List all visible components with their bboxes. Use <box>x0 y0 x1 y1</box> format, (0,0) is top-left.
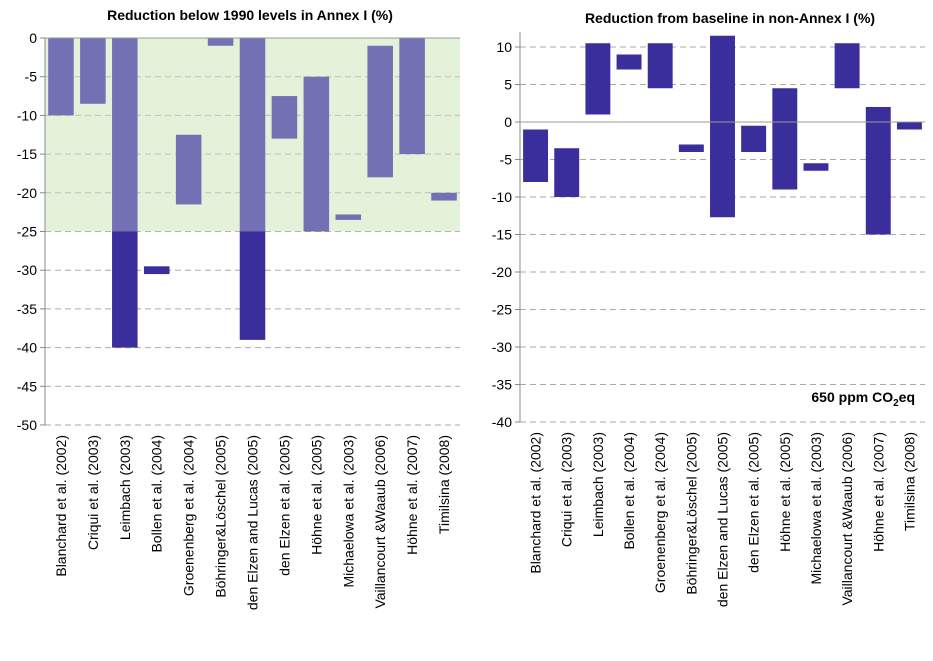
annotation-text: 650 ppm CO <box>811 389 893 405</box>
y-tick-label: 0 <box>504 114 512 130</box>
bar <box>741 125 767 152</box>
annotation-sub: 2 <box>893 398 899 409</box>
x-tick-label: den Elzen et al. (2005) <box>276 435 292 576</box>
y-tick-label: -5 <box>25 69 38 85</box>
chart: Reduction below 1990 levels in Annex I (… <box>17 7 460 610</box>
x-tick-label: Blanchard et al. (2002) <box>528 432 544 574</box>
x-tick-label: Criqui et al. (2003) <box>85 435 101 550</box>
x-tick-label: Timilsina (2008) <box>901 432 917 531</box>
x-tick-label: Criqui et al. (2003) <box>559 432 575 547</box>
y-tick-label: -40 <box>492 414 512 430</box>
bar <box>367 45 393 178</box>
bar <box>271 96 298 139</box>
x-tick-label: Leimbach (2003) <box>117 435 133 540</box>
x-tick-label: Böhringer&Löschel (2005) <box>213 435 229 598</box>
x-tick-label: Bollen et al. (2004) <box>621 432 637 550</box>
bar <box>710 35 735 218</box>
bar <box>896 122 922 130</box>
x-tick-label: Höhne et al. (2005) <box>308 435 324 555</box>
bar <box>616 54 642 70</box>
x-tick-label: Blanchard et al. (2002) <box>53 435 69 577</box>
y-tick-label: 0 <box>29 30 37 46</box>
x-tick-label: den Elzen and Lucas (2005) <box>245 435 261 610</box>
x-tick-label: Groenenberg et al. (2004) <box>181 435 197 596</box>
bar <box>239 38 266 340</box>
y-tick-label: -35 <box>492 377 512 393</box>
y-tick-label: -15 <box>492 227 512 243</box>
y-tick-label: -10 <box>492 189 512 205</box>
bar <box>48 38 74 116</box>
x-tick-label: Michaelowa et al. (2003) <box>808 432 824 585</box>
bar <box>803 163 829 171</box>
y-tick-label: -25 <box>492 302 512 318</box>
y-tick-label: 10 <box>496 39 512 55</box>
shaded-overlay <box>45 38 460 232</box>
y-tick-label: -20 <box>492 264 512 280</box>
y-tick-label: -10 <box>17 107 37 123</box>
y-tick-label: 5 <box>504 77 512 93</box>
x-tick-label: Vaillancourt &Waaub (2006) <box>839 432 855 606</box>
annotation-suffix: eq <box>899 389 915 405</box>
bar <box>175 134 202 205</box>
x-tick-label: Groenenberg et al. (2004) <box>652 432 668 593</box>
bar <box>647 43 673 89</box>
bar <box>207 38 234 46</box>
x-tick-label: Höhne et al. (2005) <box>777 432 793 552</box>
y-tick-label: -15 <box>17 146 37 162</box>
y-tick-label: -40 <box>17 340 37 356</box>
x-tick-label: Vaillancourt &Waaub (2006) <box>372 435 388 609</box>
bar <box>80 38 106 104</box>
bar <box>585 43 611 115</box>
y-tick-label: -5 <box>500 152 513 168</box>
bar <box>335 214 362 220</box>
y-tick-label: -45 <box>17 378 37 394</box>
bar <box>678 144 704 152</box>
bar <box>143 266 170 275</box>
bar <box>834 43 860 89</box>
x-tick-label: Höhne et al. (2007) <box>870 432 886 552</box>
y-tick-label: -30 <box>17 262 37 278</box>
x-tick-label: Bollen et al. (2004) <box>149 435 165 553</box>
x-tick-label: Michaelowa et al. (2003) <box>340 435 356 588</box>
x-tick-label: Timilsina (2008) <box>436 435 452 534</box>
bar <box>112 38 138 348</box>
bar <box>554 148 580 197</box>
x-tick-label: Höhne et al. (2007) <box>404 435 420 555</box>
bar <box>523 129 549 182</box>
y-tick-label: -30 <box>492 339 512 355</box>
bar <box>399 38 425 155</box>
x-tick-label: Leimbach (2003) <box>590 432 606 537</box>
bar <box>772 88 798 190</box>
y-tick-label: -35 <box>17 301 37 317</box>
bar <box>865 107 891 235</box>
x-tick-label: den Elzen et al. (2005) <box>746 432 762 573</box>
x-tick-label: den Elzen and Lucas (2005) <box>715 432 731 607</box>
chart-title: Reduction from baseline in non-Annex I (… <box>585 10 875 26</box>
bar <box>303 76 330 232</box>
x-tick-label: Böhringer&Löschel (2005) <box>683 432 699 595</box>
y-tick-label: -50 <box>17 417 37 433</box>
y-tick-label: -20 <box>17 185 37 201</box>
annotation: 650 ppm CO2eq <box>811 389 915 409</box>
chart: Reduction from baseline in non-Annex I (… <box>492 10 925 607</box>
chart-title: Reduction below 1990 levels in Annex I (… <box>107 7 393 23</box>
y-tick-label: -25 <box>17 224 37 240</box>
bar <box>431 192 457 201</box>
